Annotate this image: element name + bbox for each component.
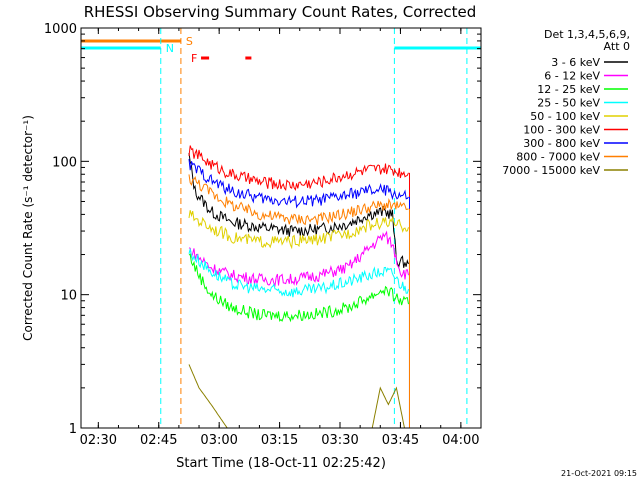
legend-header-line: Att 0 (604, 40, 630, 53)
series-line-8 (188, 364, 405, 429)
legend-header: Det 1,3,4,5,6,9,Att 0 (544, 28, 630, 53)
series-line-1 (188, 230, 409, 288)
legend-item-label: 12 - 25 keV (537, 83, 600, 96)
legend-item-label: 3 - 6 keV (551, 56, 600, 69)
legend-item-label: 50 - 100 keV (530, 110, 600, 123)
series-line-0 (188, 153, 409, 269)
legend-item-label: 300 - 800 keV (523, 137, 600, 150)
mode-change-lines (160, 28, 468, 428)
y-tick-label: 1 (69, 422, 77, 437)
x-tick-label: 02:30 (80, 433, 117, 448)
legend-item-label: 7000 - 15000 keV (502, 164, 600, 177)
x-tick-label: 02:45 (140, 433, 177, 448)
series-lines (188, 145, 410, 429)
axes: 02:30 02:45 03:00 03:15 03:30 03:45 04:00 1 10 10… (44, 22, 482, 448)
series-line-3 (188, 248, 409, 298)
chart-title: RHESSI Observing Summary Count Rates, Co… (84, 3, 477, 21)
series-line-7 (188, 174, 409, 226)
x-tick-label: 03:00 (200, 433, 237, 448)
x-axis-label: Start Time (18-Oct-11 02:25:42) (176, 456, 386, 471)
timestamp-label: 21-Oct-2021 09:15 (561, 469, 637, 478)
legend-item-label: 800 - 7000 keV (516, 151, 600, 164)
y-tick-label: 100 (52, 155, 77, 170)
x-tick-label: 03:30 (321, 433, 358, 448)
series-line-2 (188, 253, 409, 323)
flag-label-s: S (186, 35, 193, 48)
y-axis-label: Corrected Count Rate (s⁻¹ detector⁻¹) (21, 115, 35, 341)
legend-item-label: 6 - 12 keV (544, 70, 600, 83)
y-tick-label: 1000 (44, 22, 77, 37)
flag-label-f: F (191, 52, 197, 65)
legend-header-line: Det 1,3,4,5,6,9, (544, 28, 630, 41)
series-line-6 (188, 159, 409, 209)
y-tick-label: 10 (60, 289, 77, 304)
flag-label-n: N (166, 42, 174, 55)
observing-flags: SN F (81, 35, 481, 65)
x-tick-label: 03:45 (382, 433, 419, 448)
x-tick-label: 03:15 (261, 433, 298, 448)
series-line-5 (188, 145, 409, 192)
legend-item-label: 100 - 300 keV (523, 124, 600, 137)
legend-item-label: 25 - 50 keV (537, 97, 600, 110)
x-tick-label: 04:00 (442, 433, 479, 448)
plot-frame (80, 27, 482, 429)
series-line-4 (188, 210, 409, 250)
